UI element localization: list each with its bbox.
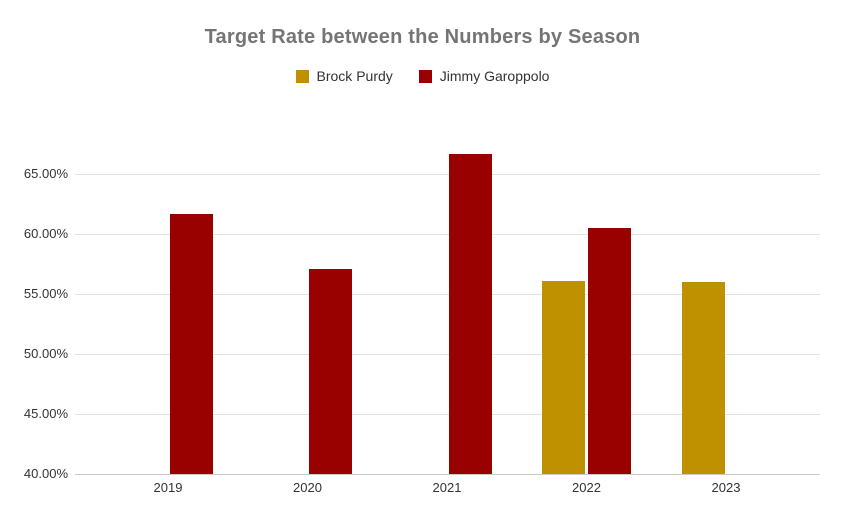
- x-axis-label-2019: 2019: [153, 480, 183, 495]
- axis-baseline: [75, 474, 820, 475]
- legend-swatch-jimmy-garoppolo: [418, 69, 432, 83]
- y-axis-label-50: 50.00%: [23, 346, 68, 361]
- chart-title: Target Rate between the Numbers by Seaso…: [204, 26, 641, 48]
- legend-label: Brock Purdy: [316, 68, 393, 84]
- x-axis-label-2021: 2021: [432, 480, 462, 495]
- y-axis-label-40: 40.00%: [23, 466, 68, 481]
- bar-jimmy-garoppolo-2022: [588, 228, 631, 474]
- bar-brock-purdy-2022: [542, 280, 585, 474]
- legend-label: Jimmy Garoppolo: [439, 68, 550, 84]
- gridline-65-percent: [75, 174, 820, 175]
- gridline-60-percent: [75, 234, 820, 235]
- bar-jimmy-garoppolo-2021: [448, 153, 492, 474]
- gridline-55-percent: [75, 294, 820, 295]
- y-axis-label-65: 65.00%: [23, 166, 68, 181]
- bar-jimmy-garoppolo-2019: [169, 213, 213, 474]
- bar-brock-purdy-2023: [681, 282, 725, 474]
- y-axis-label-45: 45.00%: [23, 406, 68, 421]
- x-axis-label-2022: 2022: [572, 480, 601, 495]
- legend-swatch-brock-purdy: [295, 69, 309, 83]
- legend-item-jimmy-garoppolo: Jimmy Garoppolo: [418, 68, 550, 84]
- x-axis-label-2023: 2023: [711, 480, 741, 495]
- y-axis-label-60: 60.00%: [23, 226, 68, 241]
- x-axis-label-2020: 2020: [293, 480, 322, 495]
- bar-jimmy-garoppolo-2020: [309, 268, 352, 474]
- gridline-50-percent: [75, 354, 820, 355]
- chart-legend: Brock Purdy Jimmy Garoppolo: [0, 68, 845, 84]
- legend-item-brock-purdy: Brock Purdy: [295, 68, 393, 84]
- y-axis-label-55: 55.00%: [23, 286, 68, 301]
- gridline-45-percent: [75, 414, 820, 415]
